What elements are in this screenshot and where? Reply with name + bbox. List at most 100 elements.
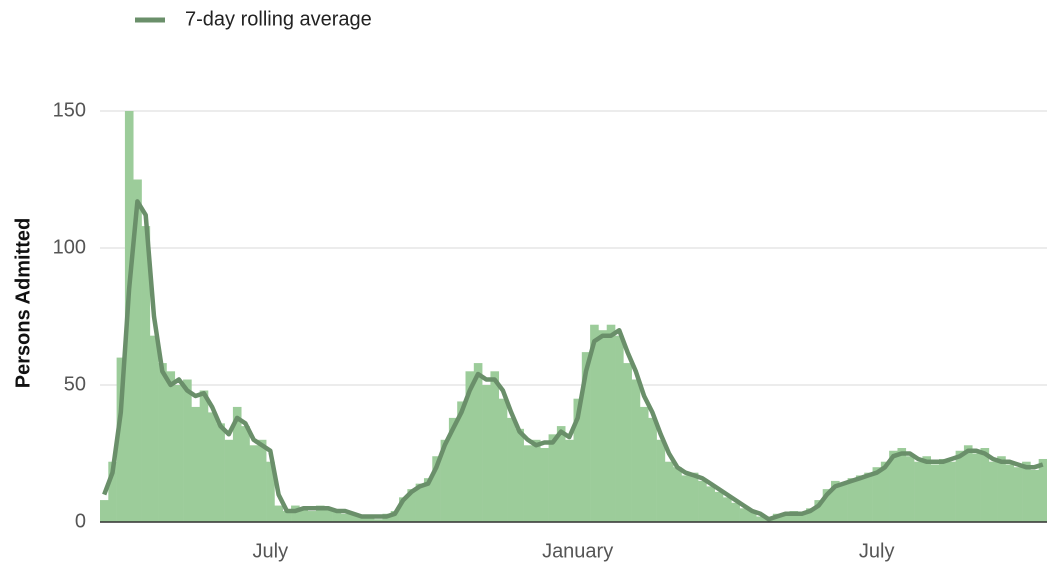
bar [266,461,275,522]
y-axis-title: Persons Admitted [12,218,34,388]
bar [399,497,408,522]
bar [689,472,699,522]
bar [615,335,624,522]
bar [565,439,574,522]
bar [1030,469,1039,522]
bar [183,379,192,522]
bar [639,406,649,522]
bar [739,508,749,522]
bar [1005,464,1015,522]
bar [465,371,475,522]
bar [540,448,549,522]
bar [855,475,865,522]
bar [133,179,142,522]
bar [905,456,915,522]
y-tick-label: 150 [53,99,86,121]
bar [482,385,491,522]
bar [448,417,458,522]
bar [365,516,375,522]
bar [374,519,383,522]
bar [149,335,159,522]
bar [423,478,433,522]
bar [199,390,209,522]
bar [191,406,200,522]
bar [598,330,608,522]
bar [1022,461,1031,522]
bar [806,508,815,522]
bar [207,412,217,522]
bar [357,516,367,522]
bar [158,363,167,522]
y-tick-label: 50 [64,373,86,395]
bar [947,461,956,522]
bar [872,467,882,522]
bar [340,513,350,522]
bar [116,357,126,522]
bar [108,461,117,522]
bar [141,226,151,522]
bar [432,456,441,522]
bar [473,363,483,522]
bar [440,439,450,522]
bar [498,398,508,522]
bar [606,324,616,522]
bar [291,505,300,522]
bar [847,478,857,522]
bar [232,406,242,522]
bar [515,428,524,522]
line [102,199,1044,522]
bar [174,385,184,522]
bar [897,448,907,522]
bar [282,511,292,522]
bar [814,500,824,522]
bar [307,511,317,522]
bar [939,458,948,522]
bar [914,461,923,522]
bar [315,505,325,522]
bar [100,500,109,522]
bar [166,371,176,522]
bar [789,511,799,522]
x-tick-label: January [542,540,613,562]
bar [980,448,990,522]
bar [831,480,840,522]
bar [324,508,333,522]
bar [332,511,342,522]
bar [573,398,583,522]
bar [548,434,558,522]
bar [955,450,965,522]
bar [664,461,674,522]
bar [706,486,716,522]
bar [274,505,284,522]
bar [656,439,666,522]
y-tick-label: 100 [53,236,86,258]
bar [457,401,466,522]
bar [839,483,848,522]
bar [880,461,890,522]
bar [889,450,898,522]
legend-label: 7-day rolling average [185,8,372,30]
bar [241,426,250,522]
bar [698,480,707,522]
bar [390,511,400,522]
bar [963,445,973,522]
bar [257,439,267,522]
y-tick-label: 0 [75,510,86,532]
bar [714,491,724,522]
bar [673,467,682,522]
bar [822,489,832,522]
bar [864,472,873,522]
bar [216,423,225,522]
bar [1013,467,1023,522]
bar [972,453,981,522]
bar [523,445,533,522]
x-tick-label: July [253,540,289,562]
bar [623,363,632,522]
bar [299,508,308,522]
bar [415,483,425,522]
bar [922,456,932,522]
bar [581,352,591,522]
bar [988,461,998,522]
bar [249,445,259,522]
